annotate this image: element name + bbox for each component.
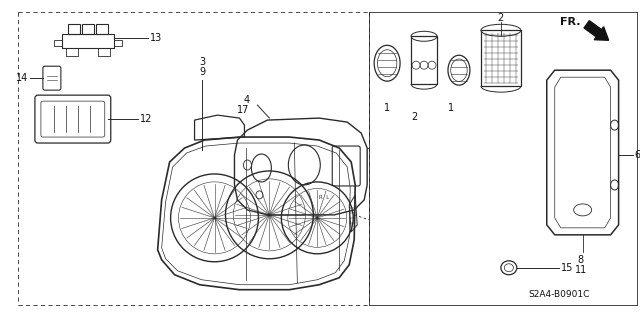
Text: 15: 15 <box>561 263 573 273</box>
FancyArrow shape <box>584 21 609 40</box>
Text: 14: 14 <box>16 73 28 83</box>
Text: R  L: R L <box>319 196 330 200</box>
Text: FR.: FR. <box>560 17 580 27</box>
Text: S2A4-B0901C: S2A4-B0901C <box>529 290 590 299</box>
Text: 2: 2 <box>498 13 504 23</box>
Text: 4: 4 <box>243 95 250 105</box>
Text: 13: 13 <box>150 33 162 43</box>
Text: 8: 8 <box>578 255 584 265</box>
Text: 12: 12 <box>140 114 152 124</box>
Text: 17: 17 <box>237 105 250 115</box>
Text: 2: 2 <box>411 112 417 122</box>
Text: 11: 11 <box>575 265 587 275</box>
Text: 3: 3 <box>200 57 205 67</box>
Text: 6: 6 <box>635 150 640 160</box>
Text: 1: 1 <box>384 103 390 113</box>
Text: 1: 1 <box>448 103 454 113</box>
Text: 9: 9 <box>200 67 205 77</box>
